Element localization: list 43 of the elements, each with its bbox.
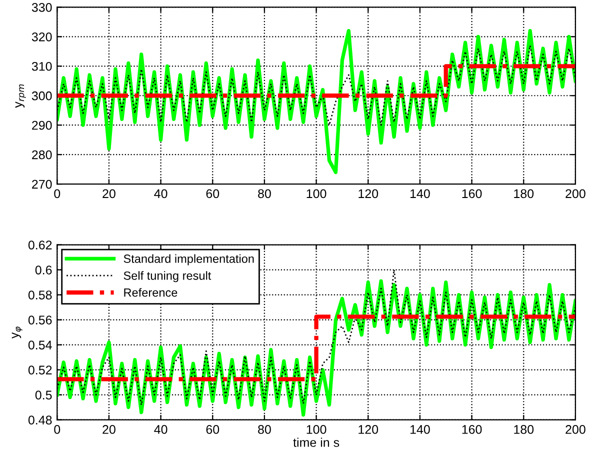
x-tick-label: 0 xyxy=(54,425,60,434)
x-tick-label: 180 xyxy=(514,189,534,198)
x-tick-label: 80 xyxy=(258,189,271,198)
legend-label: Reference xyxy=(124,288,178,297)
y-tick-label: 310 xyxy=(32,62,52,71)
x-tick-label: 60 xyxy=(206,189,220,198)
x-tick-label: 200 xyxy=(566,425,586,434)
x-tick-label: 100 xyxy=(306,425,326,434)
x-tick-label: 160 xyxy=(462,425,482,434)
x-tick-label: 40 xyxy=(154,189,168,198)
y-axis-title: y$_{rpm}$ xyxy=(15,84,26,108)
y-tick-label: 290 xyxy=(32,120,52,130)
x-tick-label: 100 xyxy=(306,189,326,198)
y-tick-label: 0.54 xyxy=(28,340,52,350)
x-tick-label: 40 xyxy=(154,425,168,434)
x-tick-label: 140 xyxy=(410,189,430,198)
x-tick-label: 60 xyxy=(206,425,220,434)
y-tick-label: 0.56 xyxy=(28,316,52,324)
y-tick-label: 0.62 xyxy=(28,240,52,250)
y-tick-label: 0.52 xyxy=(28,366,52,374)
y-tick-label: 270 xyxy=(32,180,52,189)
x-axis-title: time in s xyxy=(293,438,340,447)
x-tick-label: 20 xyxy=(102,189,116,198)
x-tick-label: 20 xyxy=(102,425,116,434)
y-axis-title: y$_{φ}$ xyxy=(12,326,22,339)
x-tick-label: 80 xyxy=(258,425,271,434)
x-tick-label: 120 xyxy=(358,189,378,198)
y-tick-label: 0.6 xyxy=(35,266,52,274)
x-tick-label: 200 xyxy=(566,189,586,198)
y-tick-label: 0.5 xyxy=(35,390,52,400)
x-tick-label: 180 xyxy=(514,425,534,434)
x-tick-label: 160 xyxy=(462,189,482,198)
y-tick-label: 300 xyxy=(32,91,52,100)
y-tick-label: 0.58 xyxy=(28,290,52,300)
x-tick-label: 0 xyxy=(54,189,60,198)
y-tick-label: 330 xyxy=(32,3,52,12)
x-tick-label: 140 xyxy=(410,425,430,434)
x-tick-label: 120 xyxy=(358,425,378,434)
legend-label: Self tuning result xyxy=(124,271,212,282)
legend-label: Standard implementation xyxy=(124,254,254,266)
y-tick-label: 320 xyxy=(32,32,52,42)
y-tick-label: 0.48 xyxy=(28,416,52,424)
y-tick-label: 280 xyxy=(32,150,52,160)
